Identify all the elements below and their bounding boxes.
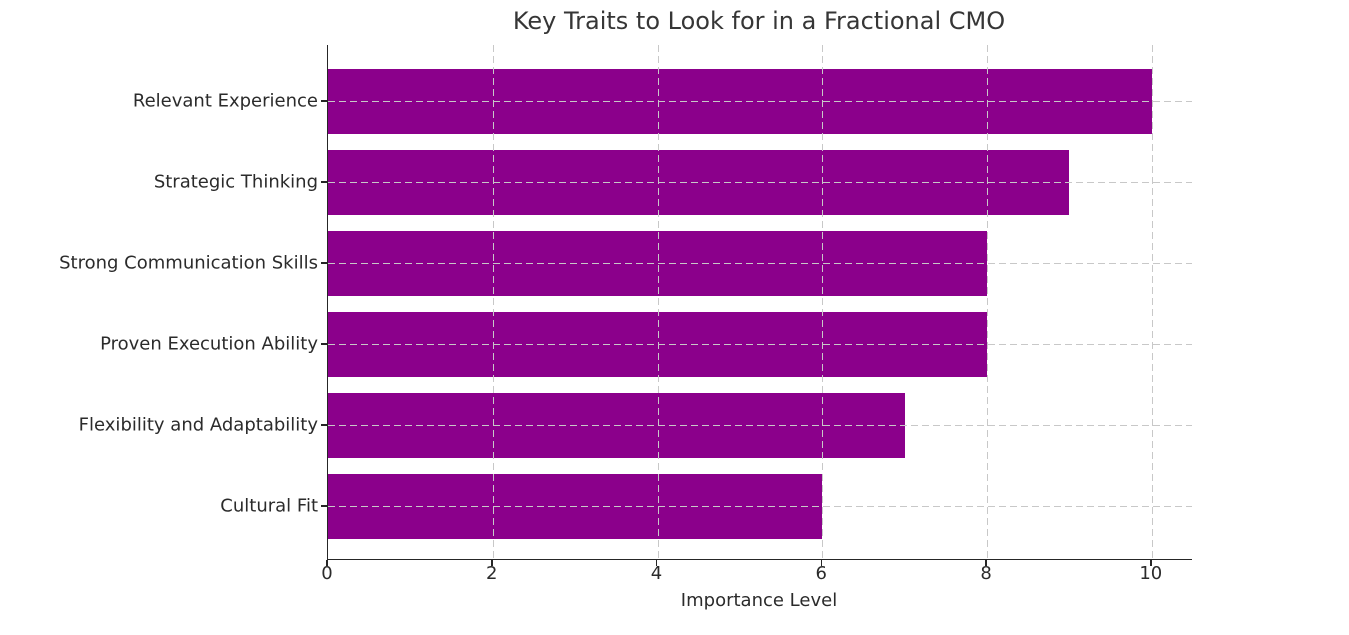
x-tick-mark (491, 560, 493, 566)
x-tick-mark (326, 560, 328, 566)
y-gridline (328, 263, 1192, 264)
x-gridline (822, 45, 824, 559)
x-tick-mark (655, 560, 658, 566)
x-gridline (657, 45, 659, 559)
y-tick-mark (321, 262, 327, 264)
x-tick-label: 0 (321, 563, 333, 584)
y-gridline (328, 344, 1192, 345)
y-tick-label: Strong Communication Skills (59, 252, 318, 274)
x-axis-label: Importance Level (680, 590, 838, 611)
y-tick-mark (321, 505, 327, 507)
plot-area (327, 45, 1192, 560)
x-tick-label: 2 (486, 563, 498, 584)
x-gridline (987, 45, 989, 559)
y-tick-label: Strategic Thinking (153, 171, 318, 193)
chart-title: Key Traits to Look for in a Fractional C… (512, 7, 1006, 35)
y-tick-label: Flexibility and Adaptability (78, 414, 318, 436)
y-tick-label: Proven Execution Ability (100, 333, 318, 355)
y-tick-label: Relevant Experience (132, 90, 318, 112)
x-tick-label: 6 (815, 563, 828, 584)
x-tick-label: 8 (980, 563, 992, 584)
x-tick-mark (1150, 560, 1152, 566)
y-tick-mark (321, 343, 327, 345)
y-gridline (328, 182, 1192, 183)
x-tick-label: 4 (650, 563, 663, 584)
x-gridline (492, 45, 494, 559)
y-tick-mark (321, 424, 327, 426)
y-tick-mark (321, 181, 327, 183)
y-gridline (328, 101, 1192, 102)
x-tick-mark (985, 560, 987, 566)
x-tick-label: 10 (1139, 563, 1163, 584)
x-tick-mark (820, 560, 823, 566)
x-gridline (1151, 45, 1153, 559)
y-gridline (328, 425, 1192, 426)
y-tick-mark (321, 100, 327, 102)
y-tick-label: Cultural Fit (220, 495, 318, 517)
y-gridline (328, 506, 1192, 507)
